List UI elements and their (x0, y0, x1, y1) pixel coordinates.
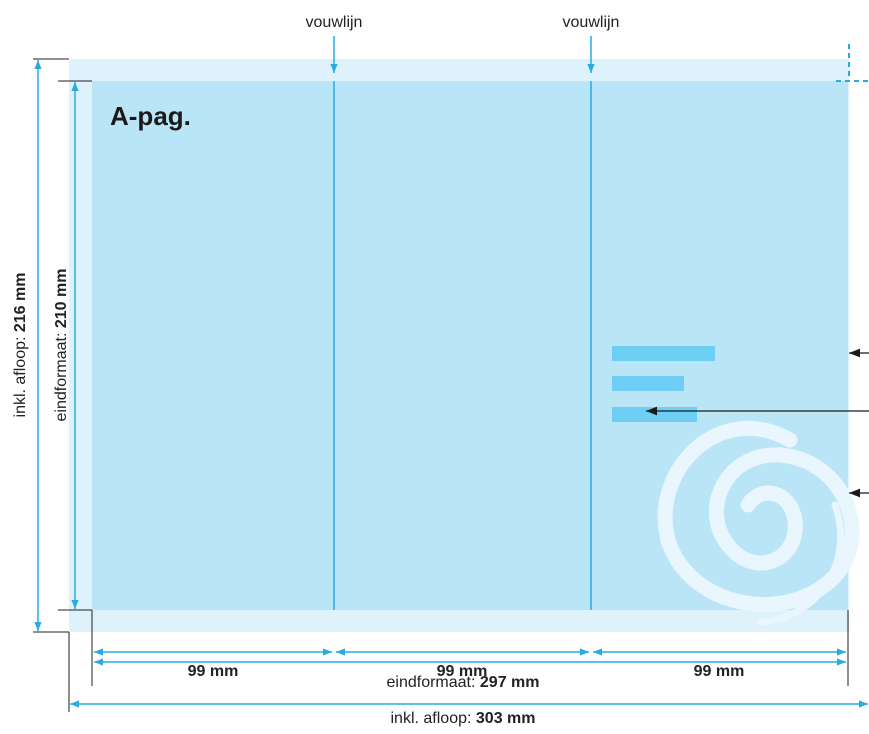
dim-vertical-bleed-label: inkl. afloop: 216 mm (12, 273, 29, 418)
pointer-arrow-icon (646, 348, 869, 498)
dim-panel-1-label: 99 mm (188, 663, 239, 680)
dim-horizontal-trim-label: eindformaat: 297 mm (387, 674, 540, 691)
corner-bleed-mark-icon (836, 44, 869, 82)
dim-panel-2-label: 99 mm (437, 663, 488, 680)
dim-vertical-trim-label: eindformaat: 210 mm (53, 269, 70, 422)
text-block-2 (612, 376, 684, 391)
trim-area (92, 81, 848, 610)
dim-horizontal-bleed-label: inkl. afloop: 303 mm (391, 710, 536, 727)
swirl-icon (657, 420, 860, 626)
dim-panel-3-label: 99 mm (694, 663, 745, 680)
crop-mark-icon (33, 58, 849, 712)
page-title: A-pag. (110, 101, 191, 131)
fold-label-2: vouwlijn (563, 14, 620, 31)
text-block-3 (612, 407, 697, 422)
text-block-1 (612, 346, 715, 361)
fold-label-1: vouwlijn (306, 14, 363, 31)
